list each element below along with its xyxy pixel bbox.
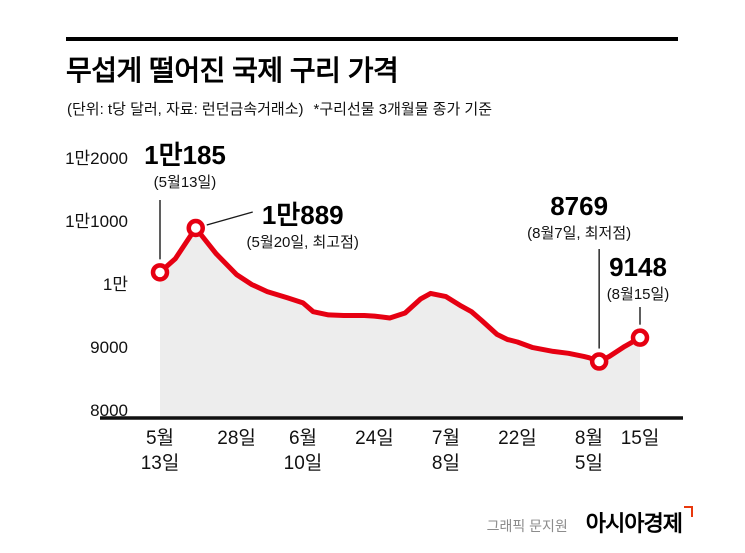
x-tick-label: 6월: [289, 427, 317, 449]
x-tick-label: 24일: [355, 427, 394, 449]
logo-mark-icon: [684, 506, 693, 517]
price-basis-note: *구리선물 3개월물 종가 기준: [313, 101, 493, 118]
data-point-marker: [630, 328, 650, 347]
y-tick-label: 8000: [90, 401, 128, 420]
data-point-marker: [150, 263, 170, 282]
publisher-logo: 아시아경제: [586, 506, 693, 538]
copper-price-line-chart: 1만2000 1만1000 1만 9000 8000 5월 13일 28일 6월 10일 24일 7월…: [65, 149, 683, 474]
price-line: [157, 225, 643, 365]
page-title: 무섭게 떨어진 국제 구리 가격: [66, 55, 399, 86]
price-area-fill: [160, 228, 640, 418]
x-tick-label: 22일: [498, 427, 537, 449]
y-tick-label: 9000: [90, 338, 128, 357]
unit-source-note: (단위: t당 달러, 자료: 런던금속거래소): [67, 101, 304, 118]
graphic-credit: 그래픽 문지원: [486, 518, 568, 534]
x-tick-label: 15일: [621, 427, 660, 449]
publisher-logo-text: 아시아경제: [585, 511, 683, 536]
x-tick-label: 8월: [575, 427, 603, 449]
x-tick-label: 7월: [432, 427, 460, 449]
x-tick-label: 10일: [284, 452, 323, 474]
top-rule: [66, 37, 678, 41]
data-point-marker: [589, 352, 609, 371]
x-tick-label: 8일: [432, 452, 460, 474]
x-tick-label: 28일: [217, 427, 256, 449]
x-tick-label: 13일: [141, 452, 180, 474]
x-tick-label: 5월: [146, 427, 174, 449]
y-tick-label: 1만1000: [65, 212, 128, 231]
y-tick-label: 1만: [103, 275, 128, 294]
data-point-marker: [186, 218, 205, 238]
footer: 그래픽 문지원 아시아경제: [487, 506, 693, 538]
annotation-connector-may20: [206, 211, 253, 226]
x-tick-label: 5일: [575, 452, 603, 474]
y-tick-label: 1만2000: [65, 149, 128, 168]
chart-subtitle: (단위: t당 달러, 자료: 런던금속거래소) *구리선물 3개월물 종가 기…: [67, 98, 492, 119]
